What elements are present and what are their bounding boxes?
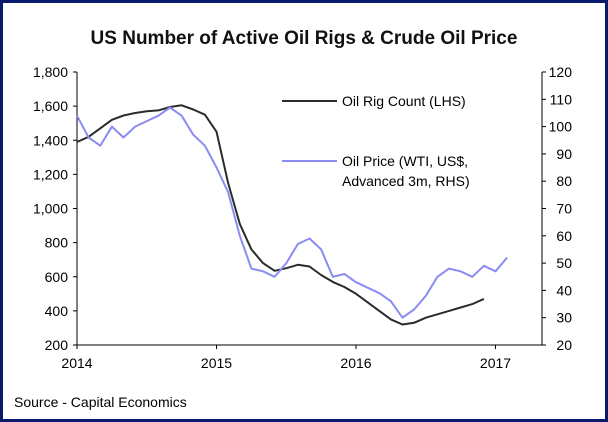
legend-oil-price-label-line1: Oil Price (WTI, US$,: [342, 153, 468, 169]
legend-rig-count-label: Oil Rig Count (LHS): [342, 93, 466, 109]
left-tick-label: 600: [45, 269, 69, 285]
right-tick-label: 50: [556, 255, 572, 271]
left-tick-label: 800: [45, 235, 69, 251]
legend-oil-price-label: Oil Price (WTI, US$, Advanced 3m, RHS): [342, 153, 470, 189]
left-tick-label: 1,400: [33, 132, 68, 148]
right-tick-label: 70: [556, 201, 572, 217]
legend-oil-price-label-line2: Advanced 3m, RHS): [342, 173, 470, 189]
left-tick-label: 1,200: [33, 166, 68, 182]
left-tick-label: 400: [45, 303, 69, 319]
left-tick-label: 1,600: [33, 98, 68, 114]
right-tick-label: 60: [556, 228, 572, 244]
left-tick-label: 200: [45, 337, 69, 353]
right-tick-label: 80: [556, 173, 572, 189]
source-note: Source - Capital Economics: [14, 394, 187, 410]
oil-price-line: [76, 106, 508, 319]
x-tick-label: 2016: [340, 355, 371, 371]
chart-series: [76, 104, 508, 326]
left-tick-label: 1,800: [33, 64, 68, 80]
x-tick-label: 2014: [61, 355, 92, 371]
chart-legend: Oil Rig Count (LHS) Oil Price (WTI, US$, A…: [282, 93, 470, 189]
left-tick-label: 1,000: [33, 201, 68, 217]
rig-count-line: [76, 104, 485, 326]
chart-axes: 200 400 600 800 1,000 1,200 1,400 1,600 1,800 20 3…: [33, 64, 572, 371]
right-tick-label: 100: [549, 119, 573, 135]
chart-title: US Number of Active Oil Rigs & Crude Oil…: [90, 28, 518, 49]
x-tick-label: 2015: [201, 355, 232, 371]
right-tick-label: 110: [550, 91, 573, 107]
right-tick-label: 90: [556, 146, 572, 162]
right-tick-label: 40: [556, 282, 572, 298]
right-tick-label: 120: [549, 64, 573, 80]
right-tick-label: 20: [556, 337, 572, 353]
x-tick-label: 2017: [480, 355, 511, 371]
right-tick-label: 30: [556, 310, 572, 326]
